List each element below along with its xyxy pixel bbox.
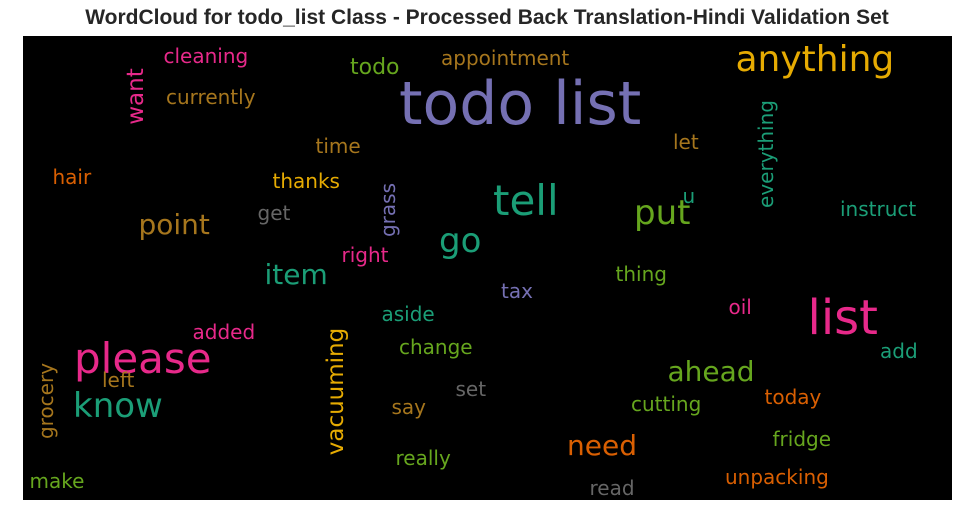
word-ahead: ahead [667,355,755,388]
word-let: let [673,130,699,154]
word-appointment: appointment [441,46,570,70]
word-todo-list: todo list [399,69,642,139]
word-grocery: grocery [34,362,59,440]
word-time: time [315,134,361,158]
word-right: right [341,243,389,267]
word-hair: hair [52,165,92,189]
word-tax: tax [501,279,533,303]
word-thing: thing [615,262,667,286]
word-added: added [192,320,256,344]
word-change: change [399,335,473,359]
chart-title: WordCloud for todo_list Class - Processe… [85,6,889,29]
word-set: set [455,377,487,401]
word-know: know [73,386,163,426]
word-everything: everything [753,100,778,208]
word-really: really [395,446,451,470]
word-put: put [634,193,691,233]
word-aside: aside [381,302,435,326]
word-u: u [682,184,696,208]
word-make: make [29,469,85,493]
wordcloud-canvas: todo list anything list please tell put know go… [23,36,952,500]
word-left: left [102,368,135,392]
word-add: add [880,339,918,363]
word-need: need [567,429,637,462]
word-say: say [391,395,427,419]
word-grass: grass [376,182,401,238]
word-instruct: instruct [840,197,917,221]
word-point: point [138,208,210,241]
word-get: get [257,201,291,225]
word-item: item [264,258,328,291]
word-please: please [74,334,212,383]
word-cleaning: cleaning [163,44,249,68]
word-tell: tell [493,176,559,225]
word-want: want [122,67,149,125]
word-go: go [439,221,482,261]
word-thanks: thanks [272,169,340,193]
word-todo: todo [350,55,400,80]
word-cutting: cutting [631,392,702,416]
word-oil: oil [728,295,752,319]
word-list: list [807,290,879,346]
word-currently: currently [166,85,256,109]
word-vacuuming: vacuuming [322,327,349,455]
word-anything: anything [735,39,895,80]
word-fridge: fridge [772,427,832,451]
word-read: read [589,476,635,500]
word-unpacking: unpacking [725,465,829,489]
word-today: today [764,385,822,409]
